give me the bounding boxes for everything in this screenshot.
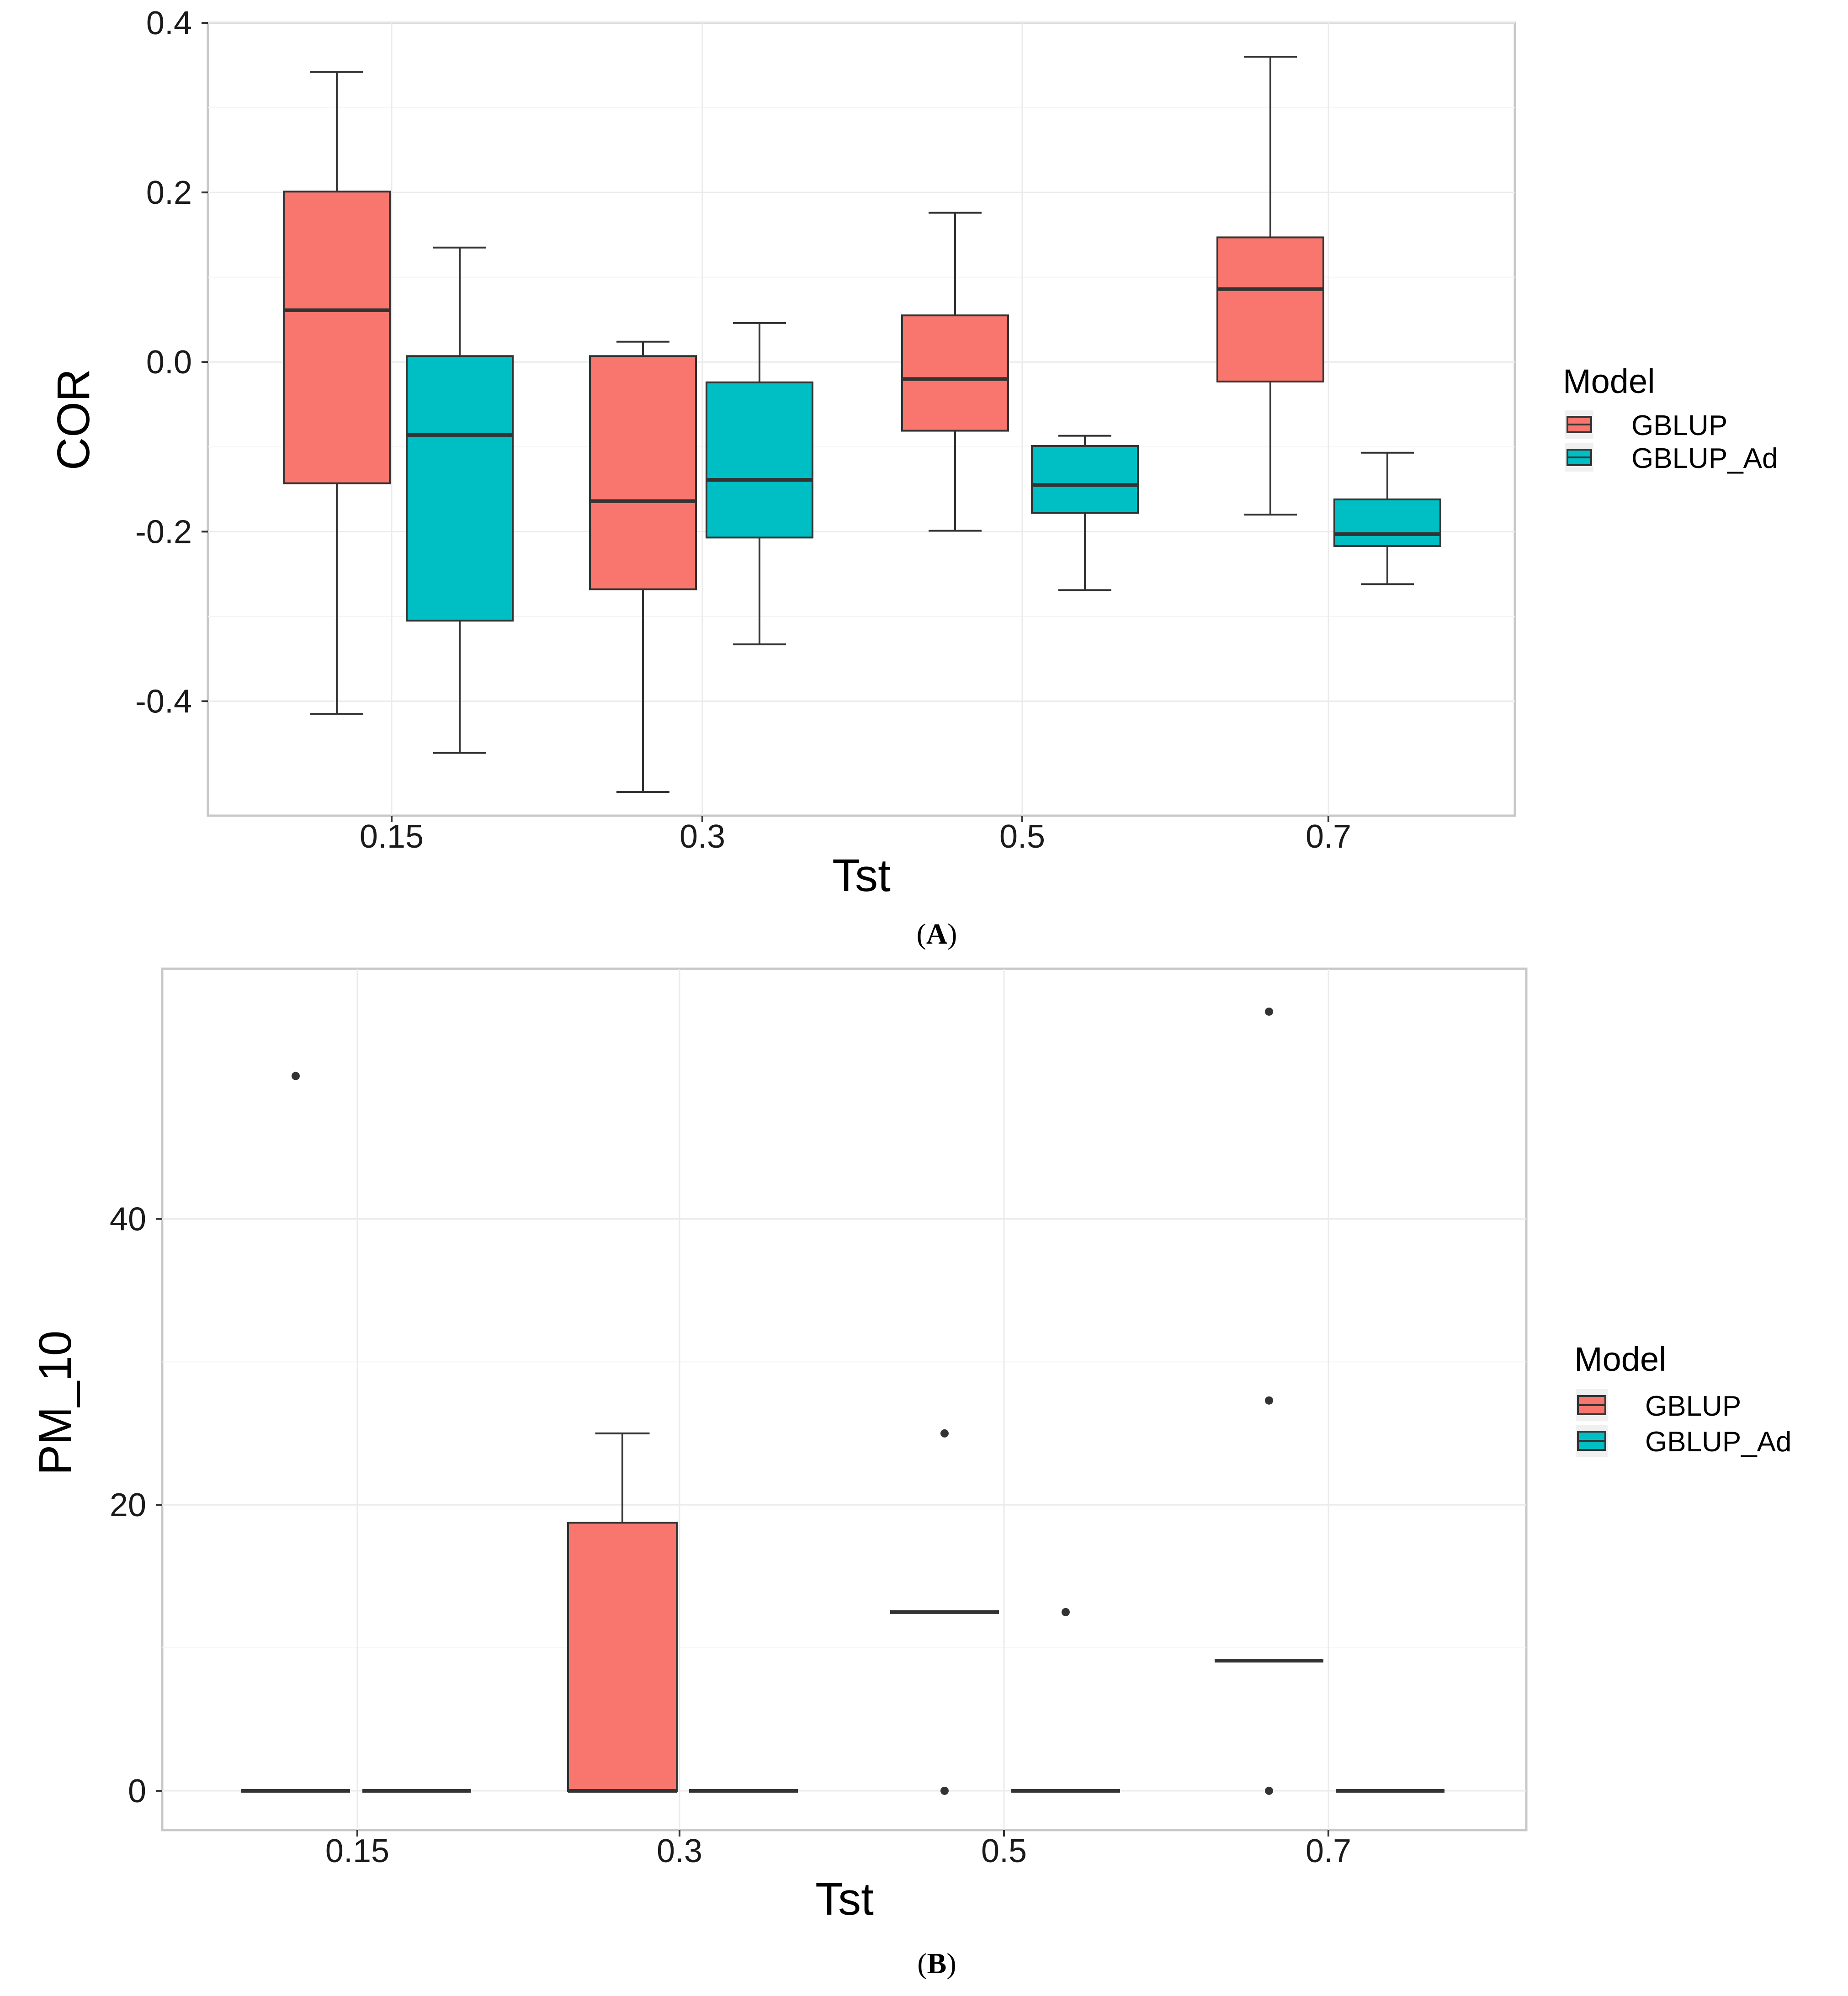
panel-a-legend-key-gblup <box>1565 410 1593 439</box>
panel-b-gridlines <box>162 969 1526 1830</box>
box-iqr <box>901 314 1009 432</box>
panel-b-legend-label-gblup-ad: GBLUP_Ad <box>1645 1426 1792 1458</box>
box-iqr <box>1216 236 1324 382</box>
panel-b-chart: 0 20 40 0.15 0.3 0.5 0.7 Tst PM_10 Model GBLU… <box>30 967 1792 1925</box>
x-tick-label: 0.5 <box>981 1833 1027 1869</box>
x-tick-label: 0.15 <box>360 818 424 855</box>
outlier-point <box>1265 1007 1273 1016</box>
x-tick-label: 0.7 <box>1306 818 1351 855</box>
panel-a-legend-key-gblup-ad <box>1565 443 1593 472</box>
box-iqr <box>406 355 514 622</box>
panel-b-legend-key-gblup-ad <box>1576 1425 1608 1457</box>
y-tick-label: 0.2 <box>146 175 192 211</box>
outlier-point <box>1265 1786 1273 1795</box>
boxplot-gblup-ad <box>1011 1608 1120 1793</box>
panel-a-chart: -0.4-0.20.00.20.4 0.15 0.3 0.5 0.7 Tst COR … <box>48 5 1778 901</box>
boxplot-gblup-ad <box>406 246 514 754</box>
outlier-point <box>1062 1608 1070 1616</box>
box-iqr <box>283 191 391 484</box>
panel-a-caption-letter: A <box>926 918 947 950</box>
boxplot-gblup <box>1216 56 1324 516</box>
panel-b-y-axis: 0 20 40 <box>110 1201 162 1810</box>
outlier-point <box>940 1429 949 1438</box>
boxplot-gblup-ad <box>1333 451 1441 585</box>
boxplot-gblup <box>901 212 1009 532</box>
panel-a-y-axis-title: COR <box>48 369 99 470</box>
panel-b-legend: Model GBLUP GBLUP_Ad <box>1574 1340 1792 1458</box>
panel-b-x-axis-title: Tst <box>815 1874 874 1925</box>
panel-b-plot-border <box>161 967 1528 1831</box>
panel-a-x-axis: 0.15 0.3 0.5 0.7 <box>360 816 1351 855</box>
x-tick-label: 0.7 <box>1306 1833 1351 1869</box>
panel-b-caption-letter: B <box>927 1947 947 1980</box>
box-iqr <box>1031 445 1139 514</box>
panel-b-boxes <box>241 1007 1444 1795</box>
box-iqr <box>589 355 697 590</box>
y-tick-label: 0.4 <box>146 5 192 42</box>
panel-b-legend-title: Model <box>1574 1340 1667 1378</box>
panel-a-boxes <box>283 56 1441 793</box>
panel-b-caption: (B) <box>917 1947 956 1980</box>
panel-a-x-axis-title: Tst <box>832 850 891 901</box>
panel-a-y-axis: -0.4 -0.2 0.0 0.2 0.4 <box>135 5 208 720</box>
box-iqr <box>567 1522 678 1792</box>
panel-b-x-axis: 0.15 0.3 0.5 0.7 <box>325 1830 1351 1869</box>
boxplot-gblup <box>241 1072 350 1793</box>
panel-a-legend-label-gblup-ad: GBLUP_Ad <box>1631 443 1778 474</box>
outlier-point <box>292 1072 300 1080</box>
boxplot-gblup <box>1215 1007 1323 1795</box>
panel-a-legend-label-gblup: GBLUP <box>1631 410 1727 441</box>
boxplot-gblup-ad <box>1031 435 1139 591</box>
y-tick-label: 0.0 <box>146 344 192 381</box>
box-iqr <box>1333 498 1441 547</box>
boxplot-gblup <box>589 340 697 793</box>
boxplot-gblup <box>283 71 391 715</box>
boxplot-gblup <box>890 1429 999 1795</box>
outlier-point <box>1265 1396 1273 1405</box>
outlier-point <box>940 1786 949 1795</box>
panel-a-caption: (A) <box>917 918 957 950</box>
panel-b-legend-key-gblup <box>1576 1389 1608 1421</box>
boxplot-gblup-ad <box>706 322 813 646</box>
y-tick-label: 20 <box>110 1487 146 1524</box>
panel-a-legend: Model GBLUP GBLUP_Ad <box>1563 362 1778 474</box>
panel-b-y-axis-title: PM_10 <box>30 1331 81 1476</box>
box-iqr <box>706 381 813 539</box>
y-tick-label: -0.2 <box>135 514 192 550</box>
boxplot-gblup <box>567 1432 678 1793</box>
panel-a-legend-title: Model <box>1563 362 1655 400</box>
y-tick-label: 0 <box>128 1773 146 1810</box>
panel-b-legend-label-gblup: GBLUP <box>1645 1391 1741 1422</box>
panel-a-plot-border <box>207 21 1516 817</box>
y-tick-label: -0.4 <box>135 683 192 720</box>
x-tick-label: 0.3 <box>657 1833 702 1869</box>
y-tick-label: 40 <box>110 1201 146 1238</box>
x-tick-label: 0.3 <box>680 818 725 855</box>
x-tick-label: 0.5 <box>999 818 1045 855</box>
x-tick-label: 0.15 <box>325 1833 389 1869</box>
